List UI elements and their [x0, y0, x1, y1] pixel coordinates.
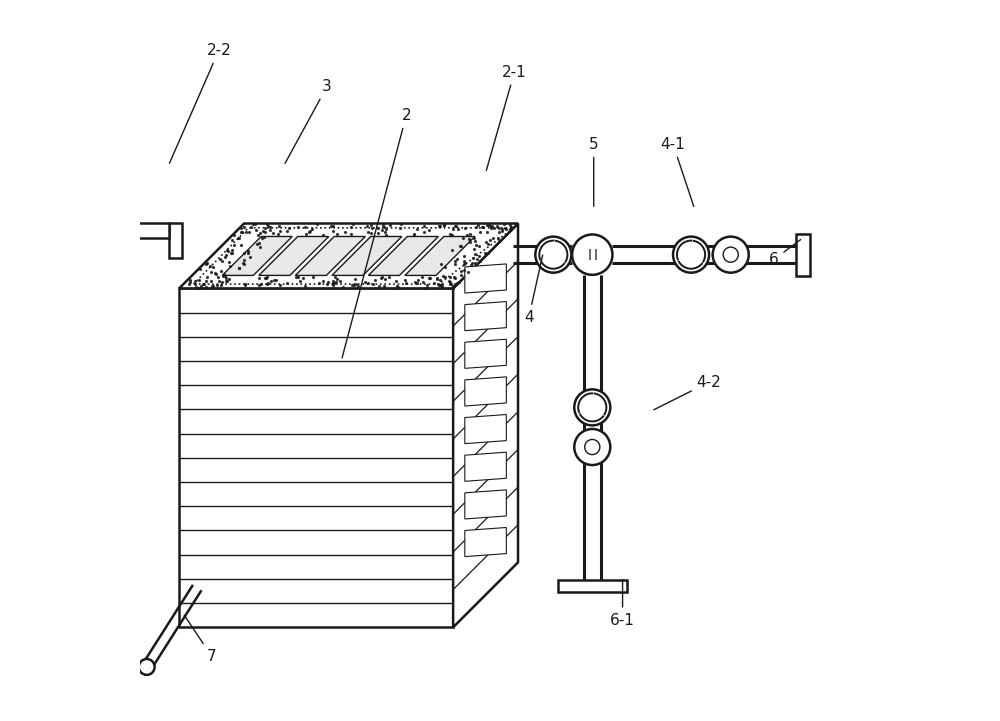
- Text: 2-1: 2-1: [486, 65, 527, 170]
- Polygon shape: [332, 236, 402, 275]
- Text: |: |: [587, 249, 591, 260]
- Circle shape: [574, 389, 610, 425]
- Polygon shape: [465, 415, 506, 443]
- Bar: [169, 224, 182, 258]
- Text: 4: 4: [524, 255, 543, 324]
- Polygon shape: [465, 490, 506, 519]
- Polygon shape: [465, 528, 506, 557]
- Polygon shape: [465, 452, 506, 482]
- Text: 4-1: 4-1: [661, 137, 694, 206]
- Polygon shape: [465, 264, 506, 293]
- Bar: [179, 288, 453, 627]
- Polygon shape: [453, 224, 518, 627]
- Bar: [128, 224, 169, 238]
- Text: 3: 3: [285, 79, 332, 164]
- Polygon shape: [368, 236, 438, 275]
- Text: 6: 6: [769, 239, 801, 267]
- Polygon shape: [295, 236, 365, 275]
- Bar: [558, 580, 627, 592]
- Circle shape: [673, 236, 709, 273]
- Circle shape: [139, 659, 155, 675]
- Text: 4-2: 4-2: [654, 375, 721, 410]
- Polygon shape: [465, 301, 506, 331]
- Text: |: |: [593, 249, 597, 260]
- Text: 2-2: 2-2: [169, 43, 231, 163]
- Circle shape: [572, 234, 612, 275]
- Text: 2: 2: [342, 108, 411, 358]
- Polygon shape: [465, 339, 506, 368]
- Circle shape: [713, 236, 749, 273]
- Bar: [796, 234, 810, 275]
- Circle shape: [535, 236, 571, 273]
- Text: 7: 7: [184, 615, 216, 663]
- Polygon shape: [259, 236, 329, 275]
- Polygon shape: [222, 236, 292, 275]
- Polygon shape: [405, 236, 475, 275]
- Circle shape: [574, 429, 610, 465]
- Text: 6-1: 6-1: [610, 580, 635, 627]
- Polygon shape: [179, 224, 518, 288]
- Polygon shape: [465, 377, 506, 406]
- Text: 5: 5: [589, 137, 599, 206]
